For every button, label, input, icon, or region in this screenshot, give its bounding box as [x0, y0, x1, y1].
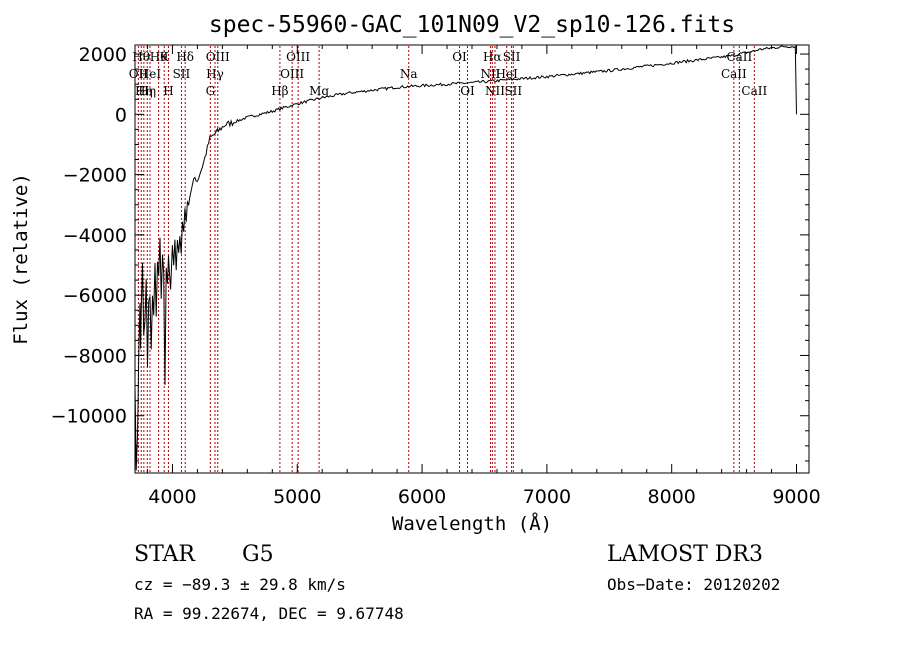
spectral-line-label: H [163, 84, 173, 98]
spectrum-line [134, 45, 797, 471]
spectral-line-label: Hθ [132, 50, 150, 64]
chart-title: spec-55960-GAC_101N09_V2_sp10-126.fits [209, 12, 735, 38]
coords-line: RA = 99.22674, DEC = 9.67748 [134, 604, 404, 623]
spectral-line-label: HeI [139, 67, 162, 81]
y-tick-label: −2000 [63, 165, 127, 187]
spectral-line-markers [137, 46, 755, 472]
spectral-line-labels: OIIHθHηHηHeIHθKHSIIHδGHγOIIIHβOIIIOIIIMg… [129, 50, 768, 98]
spectral-line-label: Na [400, 67, 418, 81]
x-tick-label: 5000 [273, 486, 321, 508]
spectral-line-label: NII [480, 67, 500, 81]
survey-name: LAMOST DR3 [607, 542, 763, 567]
spectral-line-label: OIII [206, 50, 230, 64]
spectral-line-label: OI [452, 50, 467, 64]
y-tick-label: −6000 [63, 285, 127, 307]
spectral-line-label: CaII [726, 50, 752, 64]
spectral-line-label: CaII [741, 84, 767, 98]
spectral-line-label: OIII [280, 67, 304, 81]
spectral-line-label: Mg [309, 84, 329, 98]
y-tick-label: −8000 [63, 345, 127, 367]
spectral-line-label: NII [485, 84, 505, 98]
spectral-line-label: OII [129, 67, 149, 81]
spectral-line-label: Hθ [150, 50, 168, 64]
y-axis-ticks: 2000 0 −2000 −4000 −6000 −8000 −10000 [51, 44, 809, 462]
x-tick-label: 4000 [148, 486, 196, 508]
subclass: G5 [242, 542, 274, 567]
spectral-line-label: Hδ [176, 50, 194, 64]
y-axis-label: Flux (relative) [10, 173, 32, 345]
y-tick-label: 2000 [79, 44, 127, 66]
y-tick-label: 0 [115, 104, 127, 126]
spectral-line-label: HeI [496, 67, 519, 81]
x-axis-label: Wavelength (Å) [392, 512, 552, 535]
x-tick-label: 8000 [648, 486, 696, 508]
spectral-line-label: Hβ [271, 84, 288, 98]
object-class: STAR [134, 542, 196, 567]
spectral-line-label: Hη [135, 84, 153, 98]
x-tick-label: 9000 [772, 486, 820, 508]
spectral-line-label: G [206, 84, 216, 98]
plot-frame [134, 44, 810, 474]
spectral-line-label: OI [460, 84, 475, 98]
spectral-line-label: Hγ [206, 67, 224, 81]
spectral-line-label: K [160, 50, 170, 64]
redshift-line: cz = −89.3 ± 29.8 km/s [134, 575, 346, 594]
y-tick-label: −10000 [51, 406, 127, 428]
spectral-line-label: SII [504, 84, 522, 98]
spectral-line-label: Hη [138, 84, 156, 98]
y-tick-label: −4000 [63, 225, 127, 247]
spectral-line-label: Hα [483, 50, 502, 64]
spectral-line-label: SII [173, 67, 191, 81]
spectral-line-label: CaII [721, 67, 747, 81]
spectral-line-label: SII [503, 50, 521, 64]
obs-date-line: Obs−Date: 20120202 [607, 575, 780, 594]
x-axis-ticks: 4000 5000 6000 7000 8000 9000 [146, 45, 821, 508]
x-tick-label: 6000 [398, 486, 446, 508]
spectral-line-label: OIII [286, 50, 310, 64]
x-tick-label: 7000 [523, 486, 571, 508]
